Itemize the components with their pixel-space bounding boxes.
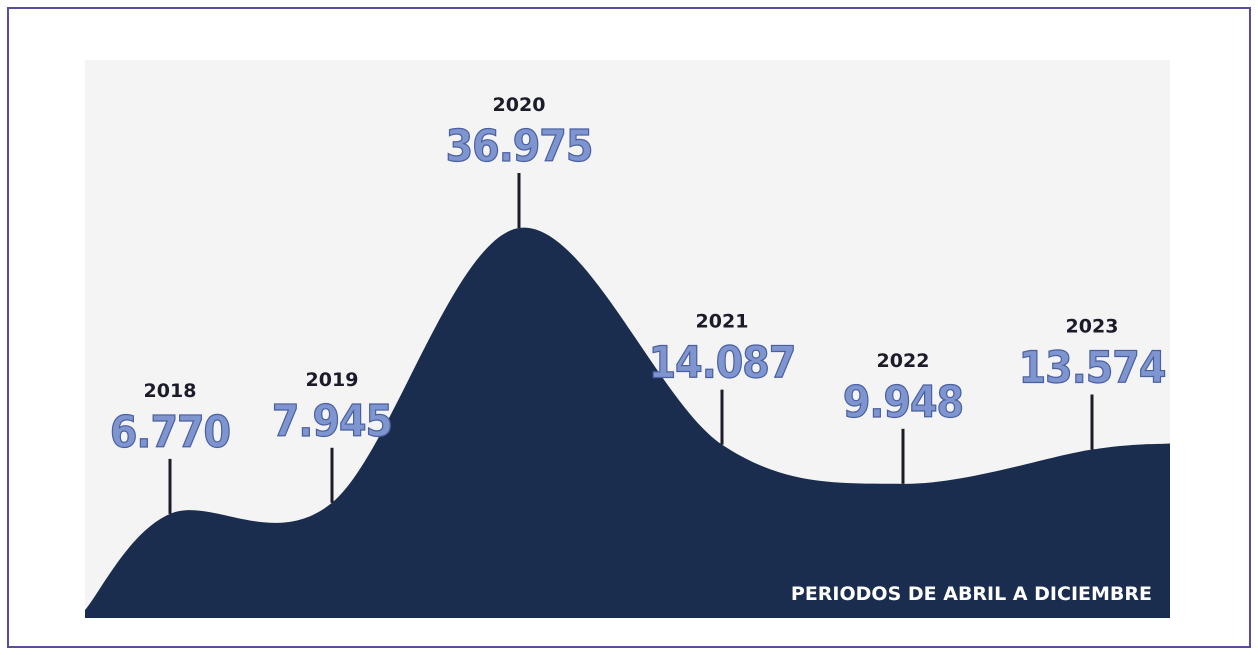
- category-label: 2022: [877, 350, 930, 372]
- value-label: 6.770: [110, 407, 230, 458]
- area: [85, 227, 1170, 618]
- category-label: 2023: [1066, 316, 1119, 338]
- value-label: 13.574: [1019, 343, 1166, 394]
- category-label: 2021: [696, 311, 749, 333]
- plot: 6.770 2018 7.945 2019 36.975 2020 14.087 2021 9.…: [85, 94, 1170, 618]
- value-label: 36.975: [446, 121, 593, 172]
- value-label: 7.945: [272, 396, 392, 447]
- value-label: 9.948: [843, 377, 963, 428]
- annotation: PERIODOS DE ABRIL A DICIEMBRE: [791, 583, 1152, 605]
- category-label: 2018: [144, 380, 197, 402]
- value-label: 14.087: [649, 338, 796, 389]
- category-label: 2019: [306, 369, 359, 391]
- category-label: 2020: [493, 94, 546, 116]
